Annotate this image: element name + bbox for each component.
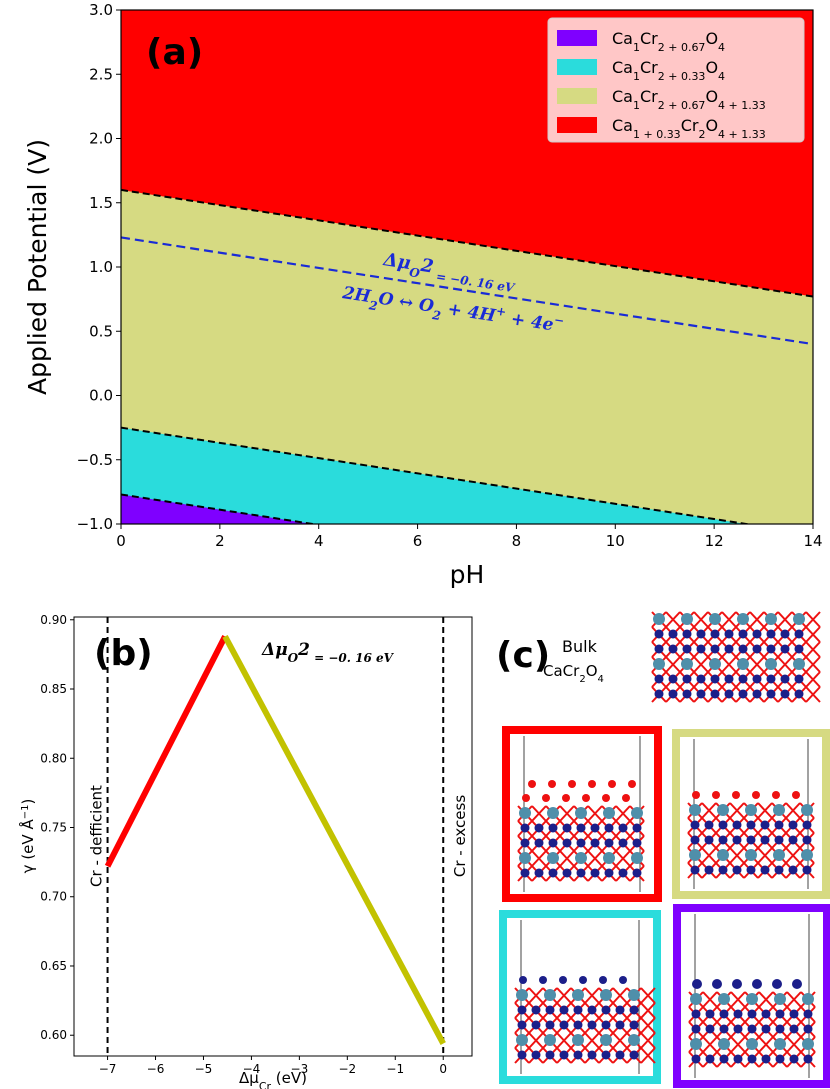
x-axis-ticks: 0 2 4 6 8 10 12 14 (116, 524, 823, 550)
x-tick-label: 0 (439, 1062, 447, 1076)
legend-label: Ca1Cr2 + 0.67O4 (612, 29, 725, 54)
panel-a: 0 2 4 6 8 10 12 14 −1.0 −0.5 0.0 0.5 1.0 1.5 2.0 2.5 3.… (23, 1, 823, 589)
panel-b-frame (73, 616, 473, 1057)
x-tick-label: 8 (512, 532, 522, 550)
panel-c: (c) Bulk CaCr2O4 (496, 611, 830, 1088)
x-tick-label: −2 (338, 1062, 356, 1076)
gamma-series (222, 634, 446, 1045)
y-tick-label: 2.0 (89, 130, 113, 148)
x-tick-label: 4 (314, 532, 324, 550)
gamma-lines: Cr - defficient Cr - excess (88, 617, 469, 1056)
panel-a-label: (a) (146, 32, 203, 73)
y-tick-label: 0.80 (40, 751, 67, 765)
y-tick-label: 0.5 (89, 322, 113, 340)
vline-label: Cr - defficient (88, 785, 106, 887)
y-tick-label: 1.5 (89, 194, 113, 212)
boundary-line (121, 493, 320, 524)
legend-swatch (557, 117, 597, 133)
y-tick-label: 0.65 (40, 959, 67, 973)
slab-structure-images (499, 726, 830, 1088)
boundary-line (121, 188, 813, 298)
y-tick-label: −1.0 (77, 515, 113, 533)
x-tick-label: 0 (116, 532, 126, 550)
y-tick-label: 2.5 (89, 65, 113, 83)
x-tick-label: −4 (243, 1062, 261, 1076)
gamma-series (104, 635, 228, 868)
x-axis-label: pH (450, 560, 485, 589)
vline-label: Cr - excess (451, 795, 469, 877)
y-tick-label: 0.75 (40, 820, 67, 834)
y-tick-label: 3.0 (89, 1, 113, 19)
x-tick-label: 2 (215, 532, 225, 550)
x-tick-label: 12 (705, 532, 724, 550)
y-axis-ticks: −1.0 −0.5 0.0 0.5 1.0 1.5 2.0 2.5 3.0 (77, 1, 121, 533)
x-tick-label: −5 (195, 1062, 213, 1076)
legend-label: Ca1Cr2 + 0.33O4 (612, 58, 725, 83)
y-axis-ticks: 0.60 0.65 0.70 0.75 0.80 0.85 0.90 (40, 613, 74, 1042)
legend-swatch (557, 30, 597, 46)
panel-c-label: (c) (496, 635, 550, 676)
panel-b-label: (b) (94, 633, 153, 674)
x-tick-label: 6 (413, 532, 423, 550)
bulk-structure-image (651, 611, 821, 703)
legend-swatch (557, 88, 597, 104)
bulk-title: Bulk (562, 637, 598, 656)
chemical-potential-annotation: ΔμO2 = −0. 16 eV (261, 640, 395, 665)
bulk-formula: CaCr2O4 (543, 662, 604, 685)
y-tick-label: −0.5 (77, 451, 113, 469)
boundary-line (121, 426, 753, 524)
y-tick-label: 0.90 (40, 613, 67, 627)
water-oxidation-line (121, 236, 813, 346)
y-tick-label: 0.85 (40, 682, 67, 696)
y-tick-label: 0.70 (40, 890, 67, 904)
x-tick-label: −3 (291, 1062, 309, 1076)
y-axis-label: γ (eV Å−1) (18, 799, 37, 874)
slab-frame-2 (672, 729, 830, 899)
x-tick-label: −6 (147, 1062, 165, 1076)
x-tick-label: 10 (606, 532, 625, 550)
x-axis-label: ΔμCr (eV) (239, 1069, 307, 1089)
x-tick-label: −7 (99, 1062, 117, 1076)
legend: Ca1Cr2 + 0.67O4 Ca1Cr2 + 0.33O4 Ca1Cr2 + 0… (547, 17, 805, 143)
x-tick-label: 14 (803, 532, 822, 550)
y-tick-label: 0.0 (89, 387, 113, 405)
region-Ca1Cr2+0.67O4+1.33 (121, 189, 813, 524)
legend-label: Ca1Cr2 + 0.67O4 + 1.33 (612, 87, 766, 112)
phase-boundaries (121, 188, 813, 524)
legend-swatch (557, 59, 597, 75)
x-axis-ticks: −7 −6 −5 −4 −3 −2 −1 0 (99, 1056, 447, 1076)
y-tick-label: 0.60 (40, 1028, 67, 1042)
x-tick-label: −1 (386, 1062, 404, 1076)
panel-b: Cr - defficient Cr - excess −7 −6 −5 −4 −3 −2−… (18, 613, 473, 1089)
slab-frame-1 (502, 726, 662, 902)
legend-box (547, 17, 805, 143)
y-axis-label: Applied Potential (V) (23, 139, 52, 395)
legend-label: Ca1 + 0.33Cr2O4 + 1.33 (612, 116, 766, 141)
y-tick-label: 1.0 (89, 258, 113, 276)
slab-frame-4 (673, 904, 830, 1088)
slab-frame-3 (499, 910, 661, 1084)
